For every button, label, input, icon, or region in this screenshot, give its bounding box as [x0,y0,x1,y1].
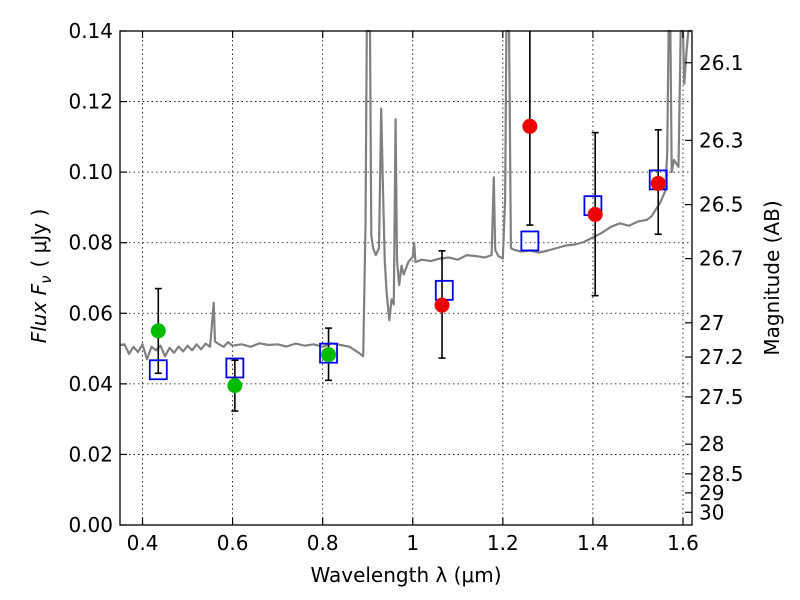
y-tick-label: 0.00 [68,513,113,537]
grid-layer [120,30,692,526]
ticks-layer: 0.4 0.6 0.8 1 1.2 1.4 1.6 0.00 0.02 0.04 0.06 0.08 0… [68,19,743,555]
mag-tick-label: 26.7 [699,247,744,271]
y-tick-label: 0.04 [68,372,113,396]
mag-tick-label: 30 [699,500,724,524]
mag-tick-label: 27.5 [699,385,744,409]
y-tick-label: 0.12 [68,90,113,114]
x-tick-label: 0.8 [307,531,339,555]
observed-point [434,297,450,313]
y-tick-label: 0.02 [68,442,113,466]
x-tick-label: 1.4 [577,531,609,555]
points-layer [148,118,668,394]
model-point-square [434,279,454,301]
x-tick-label: 1.6 [667,531,699,555]
observed-point [150,323,166,339]
model-spectrum-line [119,29,692,361]
errorbar-layer [154,31,662,412]
x-tick-label: 1.2 [487,531,519,555]
mag-tick-label: 26.3 [699,128,744,152]
observed-point [227,378,243,394]
y2-axis-label: Magnitude (AB) [760,200,784,355]
y-tick-label: 0.06 [68,301,113,325]
plot-frame [119,30,693,526]
model-point-square [319,342,338,364]
x-tick-label: 1 [406,531,419,555]
observed-point [522,118,538,134]
x-axis-label: Wavelength λ (μm) [310,563,501,587]
x-tick-label: 0.6 [217,531,249,555]
mag-tick-label: 28.5 [699,462,744,486]
model-point-square [148,359,168,381]
observed-point [321,347,337,363]
mag-tick-label: 27.2 [699,345,744,369]
mag-tick-label: 27 [699,311,724,335]
mag-tick-label: 26.5 [699,193,744,217]
model-point-square [225,357,245,379]
mag-tick-label: 26.1 [699,51,744,75]
y-axis-label-unit: ( μJy ) [27,209,51,268]
x-tick-label: 0.4 [127,531,159,555]
mag-tick-label: 28 [699,432,724,456]
y-axis-label-main: Flux F [27,283,51,343]
y-axis-label-sub: ν [37,275,55,283]
y-tick-label: 0.10 [68,160,113,184]
mag-tick-label: 29 [699,481,724,505]
spectrum-layer [119,29,692,361]
observed-point [587,206,603,222]
model-point-square [520,230,540,252]
y-tick-label: 0.08 [68,231,113,255]
y-axis-label: Flux Fν ( μJy ) [27,209,55,344]
y-tick-label: 0.14 [68,19,113,43]
observed-point [650,175,666,191]
